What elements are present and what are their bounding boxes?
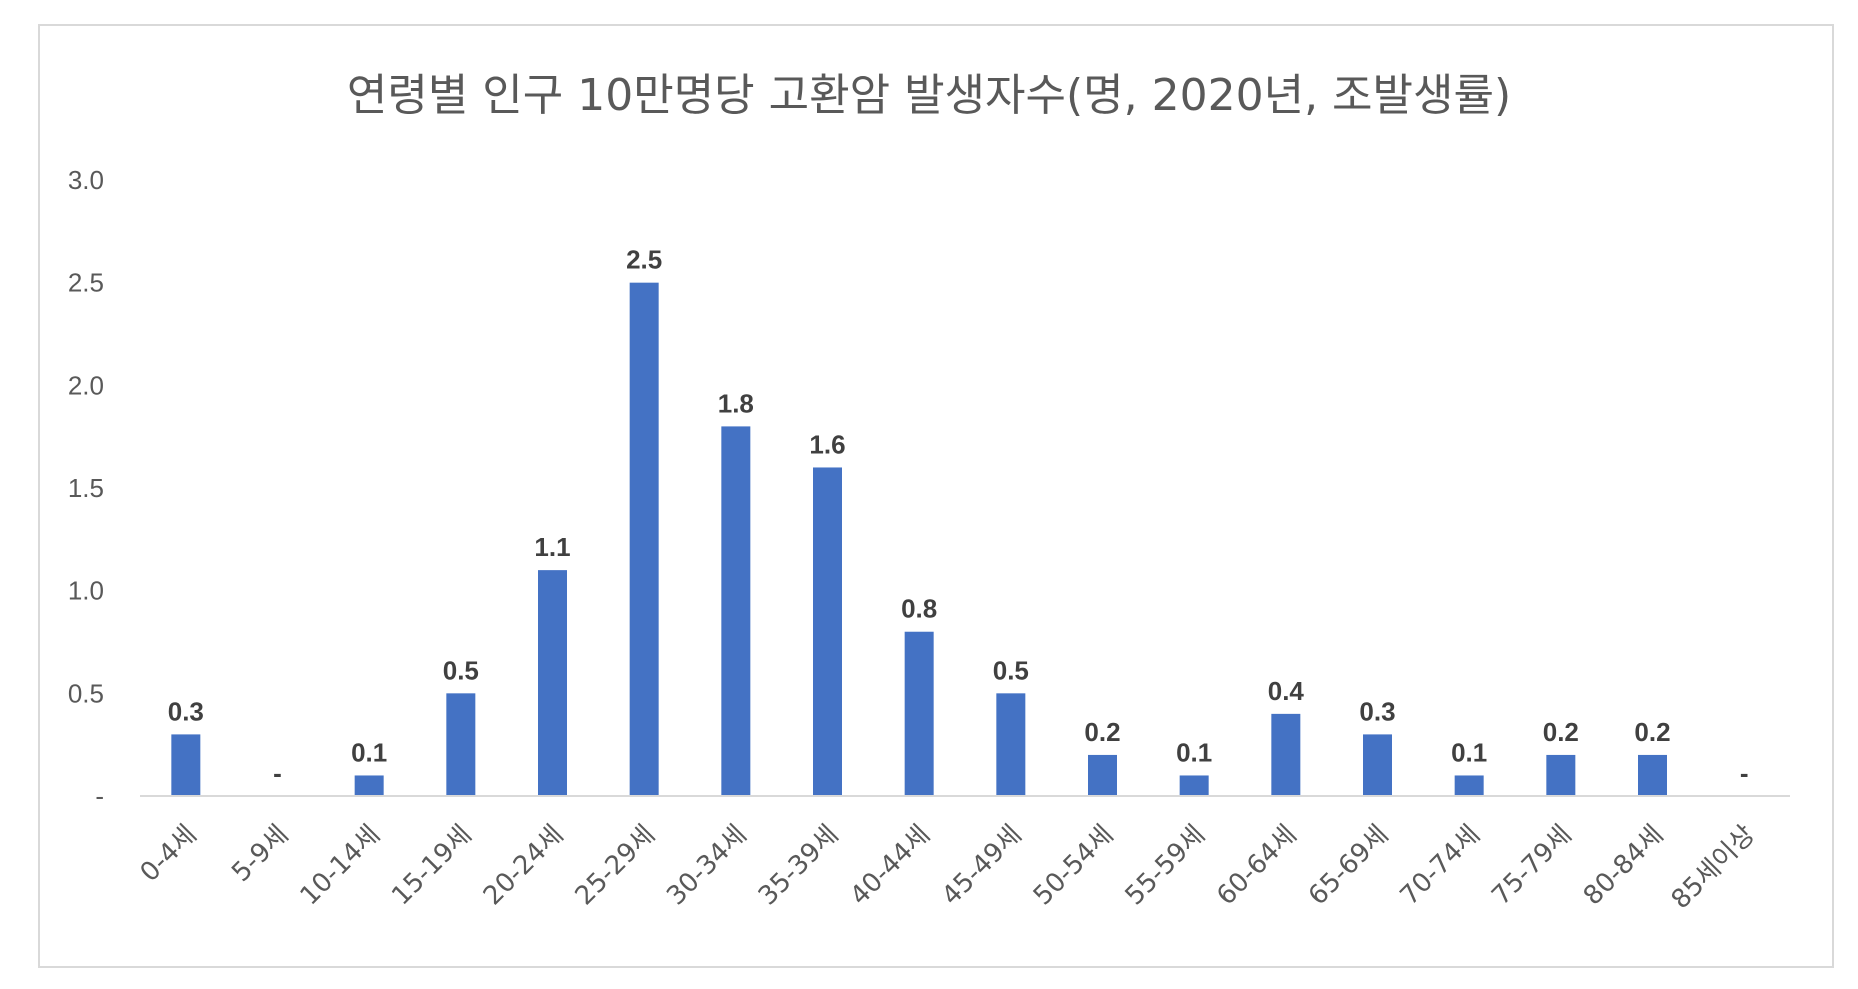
x-tick-label: 25-29세 [570, 820, 662, 912]
bar [538, 570, 567, 796]
data-label: 0.2 [1543, 717, 1579, 747]
x-tick-label: 70-74세 [1395, 820, 1487, 912]
bar [1179, 775, 1209, 796]
data-label: 0.3 [168, 696, 204, 726]
chart-frame [38, 24, 1834, 968]
x-tick-label: 30-34세 [661, 820, 753, 912]
bar [629, 282, 659, 797]
x-tick-label: 60-64세 [1211, 820, 1303, 912]
data-label: 0.1 [351, 737, 387, 767]
data-label: 0.1 [1176, 737, 1212, 767]
x-tick-label: 10-14세 [295, 820, 387, 912]
data-label: 0.2 [1634, 717, 1670, 747]
x-tick-label: 85세이상 [1666, 820, 1761, 915]
data-label: 1.6 [809, 429, 845, 459]
bar [1454, 775, 1484, 796]
bar [904, 631, 934, 796]
x-tick-label: 40-44세 [845, 820, 937, 912]
data-label: 2.5 [626, 245, 662, 275]
x-tick-label: 15-19세 [386, 820, 478, 912]
x-tick-label: 5-9세 [226, 820, 294, 888]
data-label: - [273, 758, 282, 788]
x-tick-label: 75-79세 [1486, 820, 1578, 912]
data-label: 0.8 [901, 594, 937, 624]
data-label: 0.5 [443, 655, 479, 685]
bar [996, 693, 1026, 796]
y-axis: - 0.5 1.0 1.5 2.0 2.5 3.0 [68, 165, 104, 811]
y-tick-label: 2.5 [68, 268, 104, 298]
y-tick-label: - [95, 781, 104, 811]
data-label: 0.5 [993, 655, 1029, 685]
bar [171, 734, 201, 796]
bar [721, 426, 751, 796]
bar [354, 775, 384, 796]
chart-title: 연령별 인구 10만명당 고환암 발생자수(명, 2020년, 조발생률) [347, 70, 1511, 121]
x-tick-label: 0-4세 [135, 820, 203, 888]
bar [1638, 754, 1667, 796]
data-label: - [1740, 758, 1749, 788]
y-tick-label: 1.5 [68, 473, 104, 503]
data-label: 0.1 [1451, 737, 1487, 767]
data-label: 0.2 [1084, 717, 1120, 747]
data-label: 0.4 [1268, 676, 1305, 706]
bar [1363, 734, 1392, 796]
x-tick-label: 50-54세 [1028, 820, 1120, 912]
y-tick-label: 0.5 [68, 678, 104, 708]
x-tick-label: 55-59세 [1120, 820, 1212, 912]
y-tick-label: 1.0 [68, 576, 104, 606]
bar-series [171, 282, 1667, 797]
data-label: 0.3 [1359, 696, 1395, 726]
y-tick-label: 3.0 [68, 165, 104, 195]
x-axis: 0-4세 5-9세 10-14세 15-19세 20-24세 25-29세 30-34세 35… [135, 795, 1790, 915]
data-label: 1.8 [718, 388, 754, 418]
bar [446, 693, 476, 796]
bar [1546, 754, 1576, 796]
x-tick-label: 80-84세 [1578, 820, 1670, 912]
data-labels: 0.3 - 0.1 0.5 1.1 2.5 1.8 1.6 0.8 0.5 0.2 0.1 0.4 0.3… [168, 245, 1749, 788]
x-tick-label: 45-49세 [936, 820, 1028, 912]
x-tick-label: 65-69세 [1303, 820, 1395, 912]
y-tick-label: 2.0 [68, 370, 104, 400]
data-label: 1.1 [534, 532, 570, 562]
x-tick-label: 20-24세 [478, 820, 570, 912]
bar [1088, 754, 1117, 796]
bar [1271, 713, 1301, 796]
bar [813, 467, 842, 796]
x-tick-label: 35-39세 [753, 820, 845, 912]
